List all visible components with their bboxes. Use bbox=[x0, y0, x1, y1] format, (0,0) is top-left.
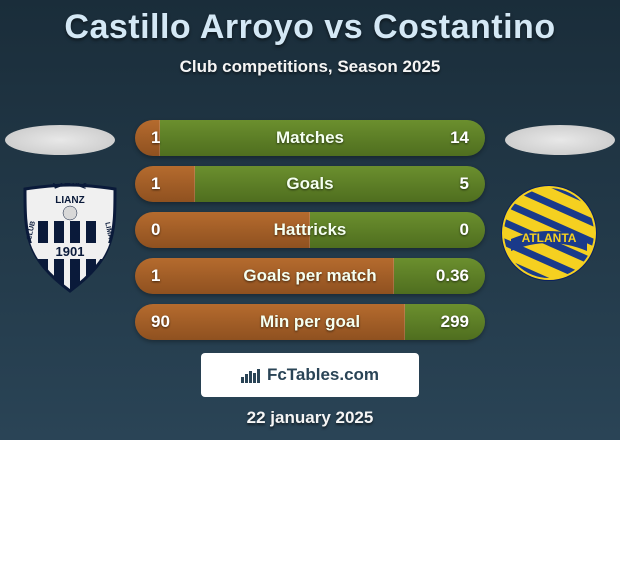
club-badge-right: ATLANTA bbox=[499, 183, 599, 288]
brand-box: FcTables.com bbox=[201, 353, 419, 397]
comparison-infographic: Castillo Arroyo vs Costantino Club compe… bbox=[0, 0, 620, 440]
stat-bar: 1Goals5 bbox=[135, 166, 485, 202]
stat-label: Goals bbox=[135, 174, 485, 194]
player-photo-left bbox=[5, 125, 115, 155]
player-photo-right bbox=[505, 125, 615, 155]
svg-text:1901: 1901 bbox=[56, 244, 85, 259]
subtitle: Club competitions, Season 2025 bbox=[0, 57, 620, 77]
stat-label: Goals per match bbox=[135, 266, 485, 286]
stat-bar: 90Min per goal299 bbox=[135, 304, 485, 340]
brand-label: FcTables.com bbox=[267, 365, 379, 385]
club-badge-left: 1901 LIANZ LIANZ CLUB LIMA bbox=[20, 183, 120, 298]
svg-text:LIANZ: LIANZ bbox=[55, 195, 84, 206]
stat-label: Min per goal bbox=[135, 312, 485, 332]
bar-chart-icon bbox=[241, 367, 261, 383]
page-title: Castillo Arroyo vs Costantino bbox=[0, 0, 620, 47]
stat-bar: 1Matches14 bbox=[135, 120, 485, 156]
stat-label: Hattricks bbox=[135, 220, 485, 240]
date-label: 22 january 2025 bbox=[0, 408, 620, 428]
stat-label: Matches bbox=[135, 128, 485, 148]
stats-container: 1Matches14 1Goals5 0Hattricks0 1Goals per m… bbox=[135, 120, 485, 340]
svg-text:ATLANTA: ATLANTA bbox=[522, 231, 577, 245]
stat-bar: 1Goals per match0.36 bbox=[135, 258, 485, 294]
stat-bar: 0Hattricks0 bbox=[135, 212, 485, 248]
